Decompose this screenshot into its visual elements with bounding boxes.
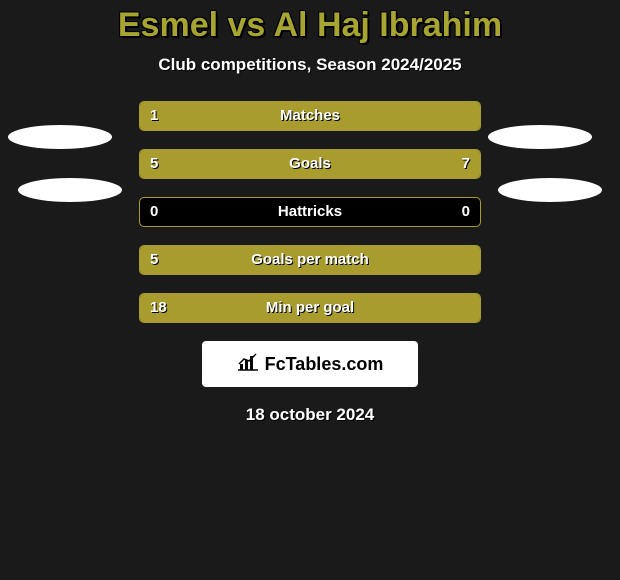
stat-label: Goals per match — [140, 246, 480, 274]
decorative-ellipse — [18, 178, 122, 202]
stat-label: Goals — [140, 150, 480, 178]
logo-text: FcTables.com — [265, 354, 384, 375]
stat-row: 5Goals per match — [139, 245, 481, 275]
decorative-ellipse — [8, 125, 112, 149]
stat-label: Min per goal — [140, 294, 480, 322]
stat-row: 00Hattricks — [139, 197, 481, 227]
stat-label: Matches — [140, 102, 480, 130]
stat-row: 1Matches — [139, 101, 481, 131]
decorative-ellipse — [498, 178, 602, 202]
logo-box[interactable]: FcTables.com — [202, 341, 418, 387]
bar-chart-icon — [237, 353, 259, 376]
stat-row: 57Goals — [139, 149, 481, 179]
page-title: Esmel vs Al Haj Ibrahim — [0, 0, 620, 45]
date-text: 18 october 2024 — [0, 405, 620, 425]
stat-row: 18Min per goal — [139, 293, 481, 323]
subtitle: Club competitions, Season 2024/2025 — [0, 55, 620, 75]
stat-label: Hattricks — [140, 198, 480, 226]
logo: FcTables.com — [237, 353, 384, 376]
decorative-ellipse — [488, 125, 592, 149]
